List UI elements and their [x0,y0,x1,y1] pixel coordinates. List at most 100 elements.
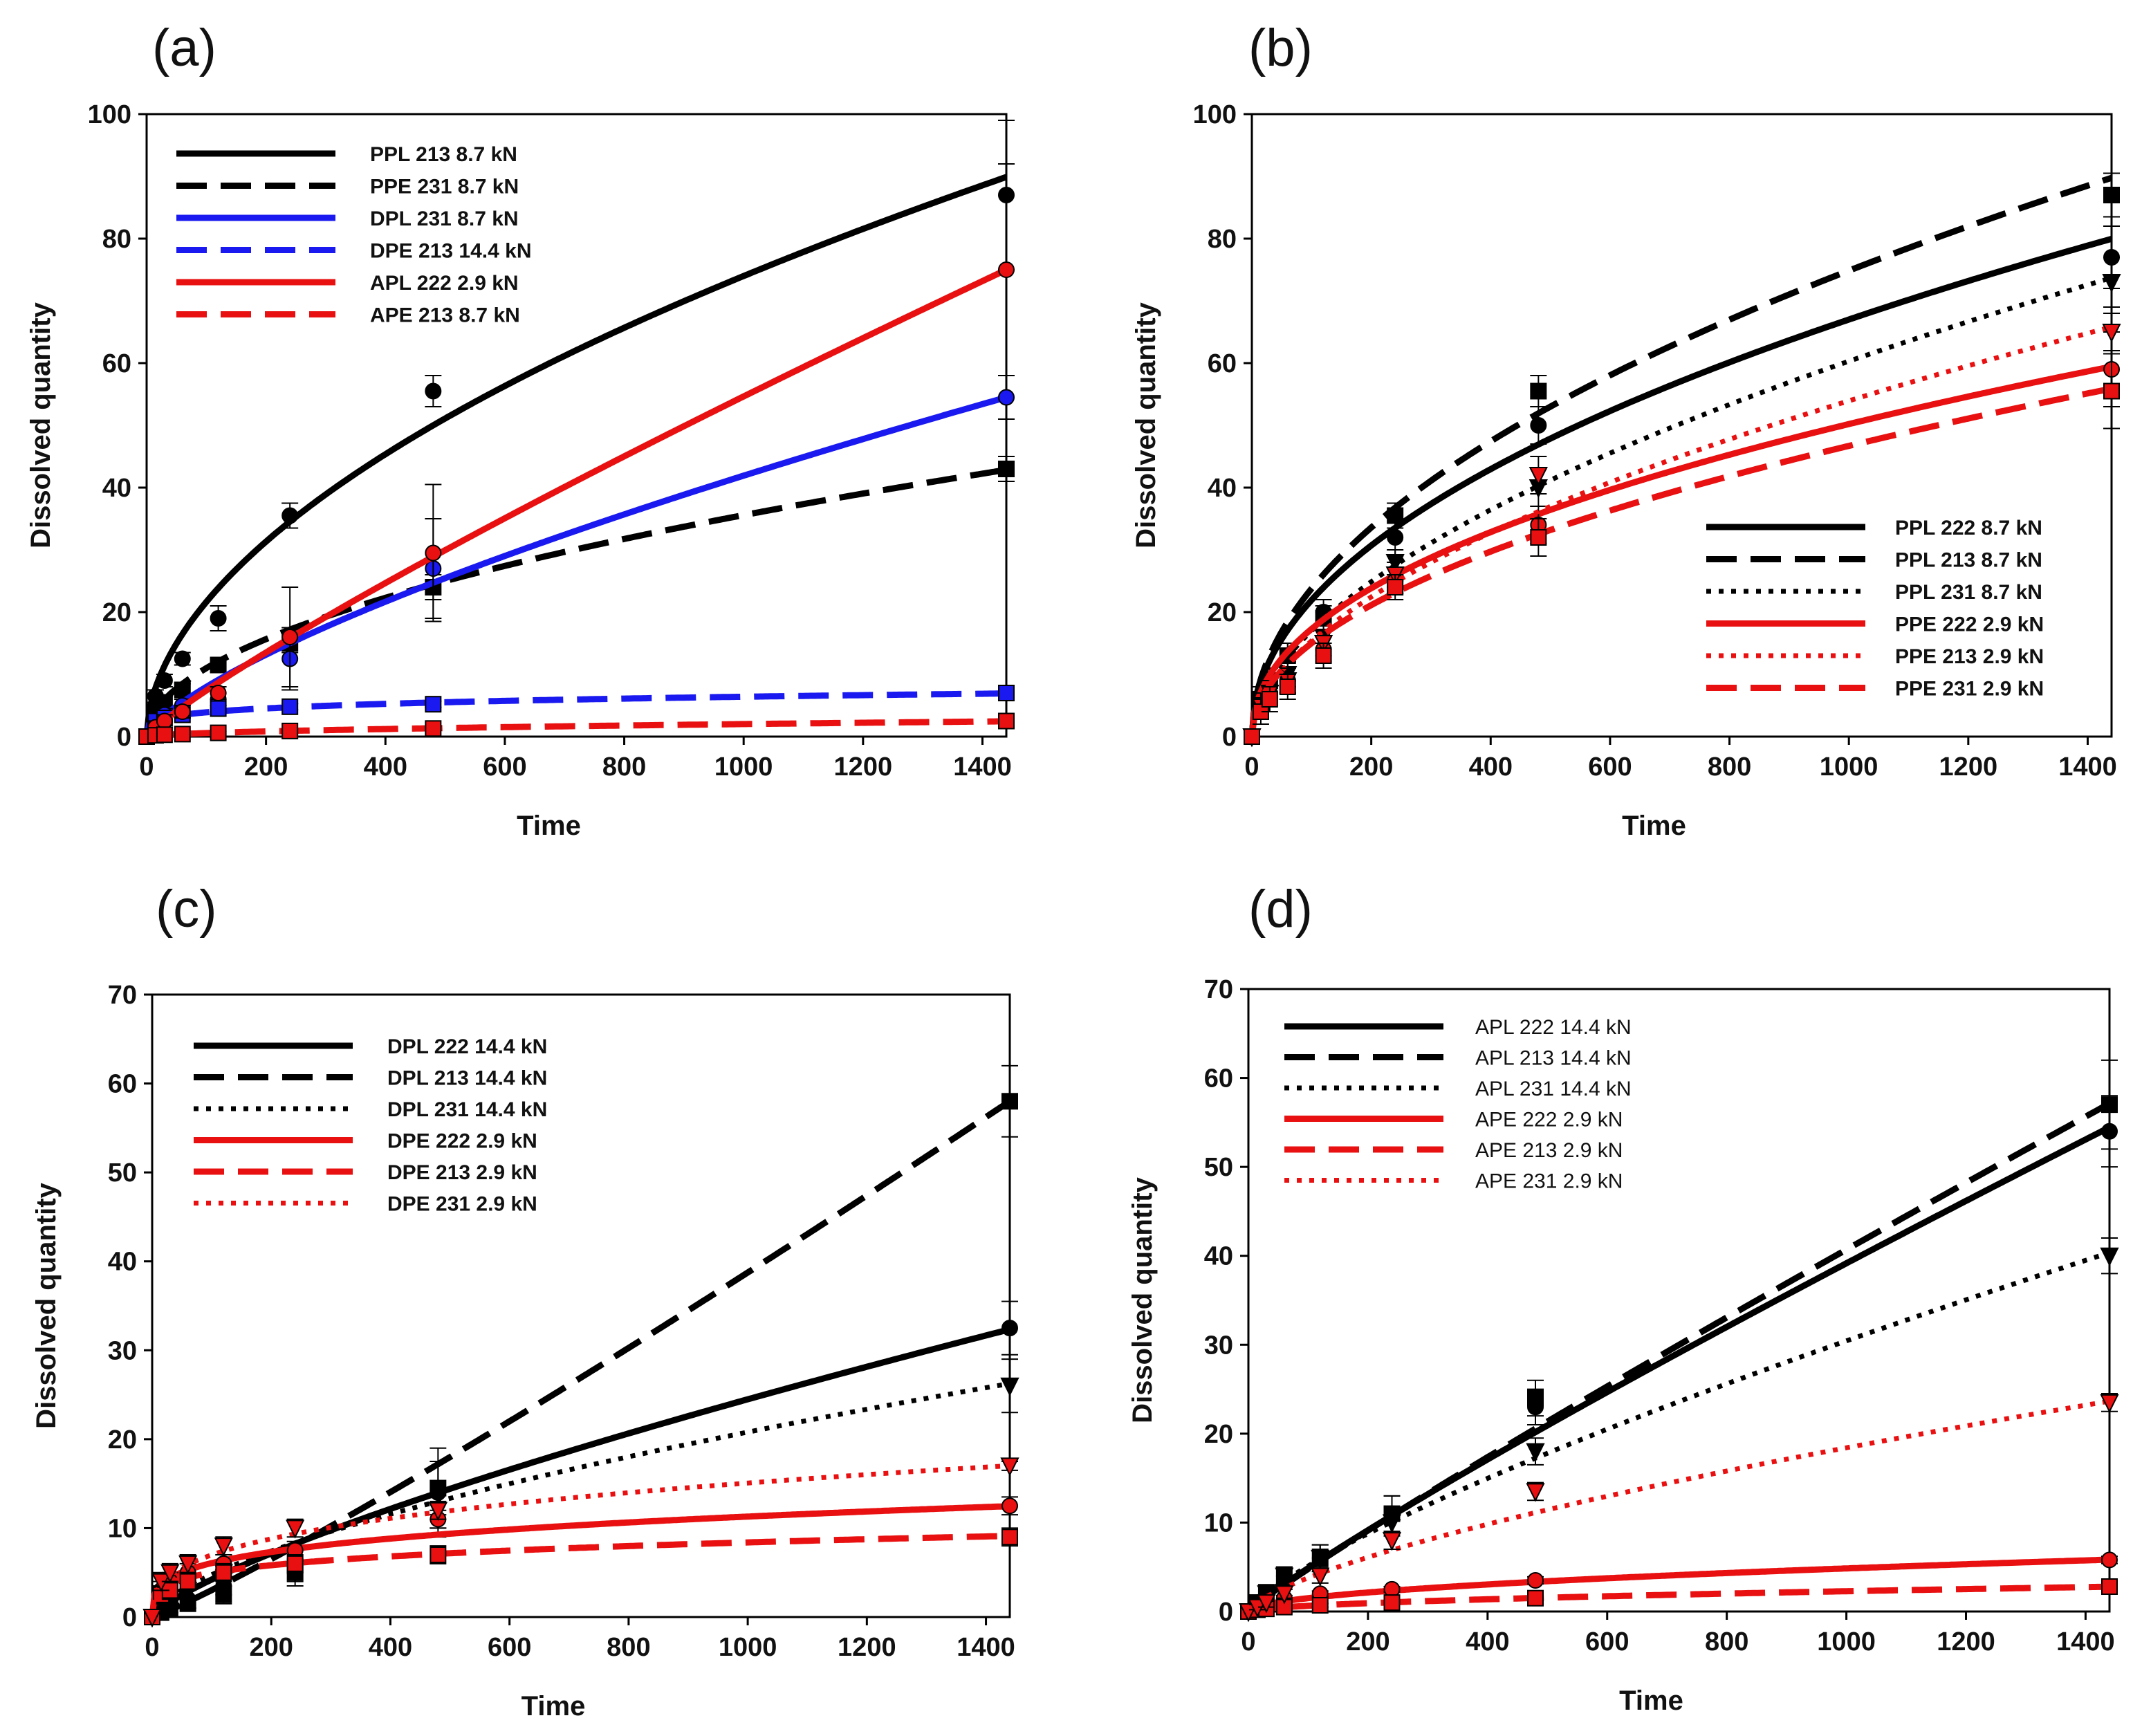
data-point [425,382,442,400]
series-line [149,1381,1010,1618]
panel-a: (a) 0 200 400 600 800 1000 1200 1400 0 20 40 60 80 10… [26,19,1015,841]
y-tick-label: 20 [1208,598,1237,627]
y-tick-label: 40 [1208,474,1237,503]
y-tick-label: 0 [117,723,131,752]
legend-label: APE 222 2.9 kN [1475,1109,1623,1132]
y-tick-label: 100 [1193,100,1237,129]
y-tick-label: 10 [1204,1508,1233,1538]
panel-b: (b) 0 200 400 600 800 1000 1200 1400 0 20 40 60 80 10… [1131,19,2121,841]
data-point [430,1546,447,1563]
data-point [281,722,299,739]
series-line [144,267,1008,739]
x-tick-label: 1000 [1817,1627,1876,1656]
legend-label: PPL 213 8.7 kN [1895,549,2042,572]
data-point [1000,1457,1019,1477]
legend-label: PPE 222 2.9 kN [1895,613,2044,636]
legend-label: APL 222 2.9 kN [370,272,519,295]
data-point [1530,417,1547,434]
series-group [1239,1393,2119,1623]
data-point [1275,1585,1294,1605]
x-tick-label: 1400 [953,752,1012,782]
x-tick-label: 0 [145,1633,159,1662]
series-line [1249,275,2112,737]
x-tick-label: 1400 [2058,752,2117,782]
data-point [160,1564,180,1583]
series-line [143,690,1006,737]
legend-label: DPE 231 2.9 kN [387,1193,537,1216]
x-tick-label: 400 [1466,1627,1509,1656]
data-point [210,610,227,627]
data-point [998,389,1015,406]
data-point [2103,187,2120,203]
y-tick-label: 0 [122,1603,137,1632]
data-point [2103,382,2120,400]
y-tick-label: 40 [1204,1242,1233,1271]
x-tick-label: 1000 [1820,752,1878,782]
y-tick-label: 20 [102,598,131,627]
y-tick-label: 80 [102,225,131,254]
series-group [138,456,1015,745]
data-point [1257,1594,1276,1614]
data-point [1527,1589,1544,1607]
legend-label: PPE 213 2.9 kN [1895,645,2044,668]
data-point [1311,1597,1329,1614]
legend-label: PPE 231 2.9 kN [1895,678,2044,701]
x-axis-title: Time [517,811,581,841]
panel-label: (d) [1248,880,1313,939]
y-tick-label: 60 [108,1070,137,1099]
x-tick-label: 600 [483,752,526,782]
legend-label: DPE 213 14.4 kN [370,240,531,263]
data-point [2102,324,2121,343]
series-group [1244,353,2120,745]
legend-label: PPL 231 8.7 kN [1895,581,2042,604]
data-point [1244,728,1260,745]
x-tick-label: 1000 [719,1633,777,1662]
y-axis-title: Dissolved quantity [1131,302,1161,548]
y-axis-title: Dissolved quantity [1127,1176,1158,1423]
x-tick-label: 200 [1349,752,1393,782]
x-tick-label: 200 [250,1633,293,1662]
x-tick-label: 400 [1469,752,1513,782]
y-tick-label: 10 [108,1514,137,1543]
data-point [281,507,299,524]
x-tick-label: 800 [1705,1627,1748,1656]
data-point [998,685,1015,701]
x-tick-label: 800 [607,1633,650,1662]
y-tick-label: 50 [108,1158,137,1188]
data-point [174,703,191,720]
data-point [174,650,191,667]
data-point [1526,1483,1545,1502]
y-tick-label: 40 [102,474,131,503]
data-point [998,712,1015,730]
legend-label: PPL 222 8.7 kN [1895,517,2042,539]
x-tick-label: 400 [369,1633,412,1662]
data-point [1526,1443,1545,1462]
data-point [998,261,1015,278]
data-point [1275,1567,1294,1587]
series-group [138,712,1015,745]
data-point [1311,1549,1330,1569]
series-group [142,1457,1019,1628]
data-point [174,726,191,743]
series-group [142,1358,1019,1628]
x-tick-label: 1200 [838,1633,896,1662]
series-line [143,466,1007,737]
x-tick-label: 200 [1346,1627,1389,1656]
x-tick-label: 0 [1241,1627,1255,1656]
series-line [149,1533,1010,1618]
series-line [1246,1124,2111,1614]
series-group [1240,1578,2118,1620]
series-line [1246,1100,2112,1614]
data-point [428,1502,447,1521]
data-point [1000,1377,1019,1396]
x-tick-label: 1200 [834,752,893,782]
data-point [215,1564,232,1581]
data-point [1387,507,1404,524]
data-point [1001,1093,1018,1110]
series-group [138,375,1015,745]
data-point [1261,691,1278,708]
legend-label: DPL 231 14.4 kN [387,1098,547,1121]
series-group [144,1527,1018,1625]
panel-label: (c) [156,880,217,939]
